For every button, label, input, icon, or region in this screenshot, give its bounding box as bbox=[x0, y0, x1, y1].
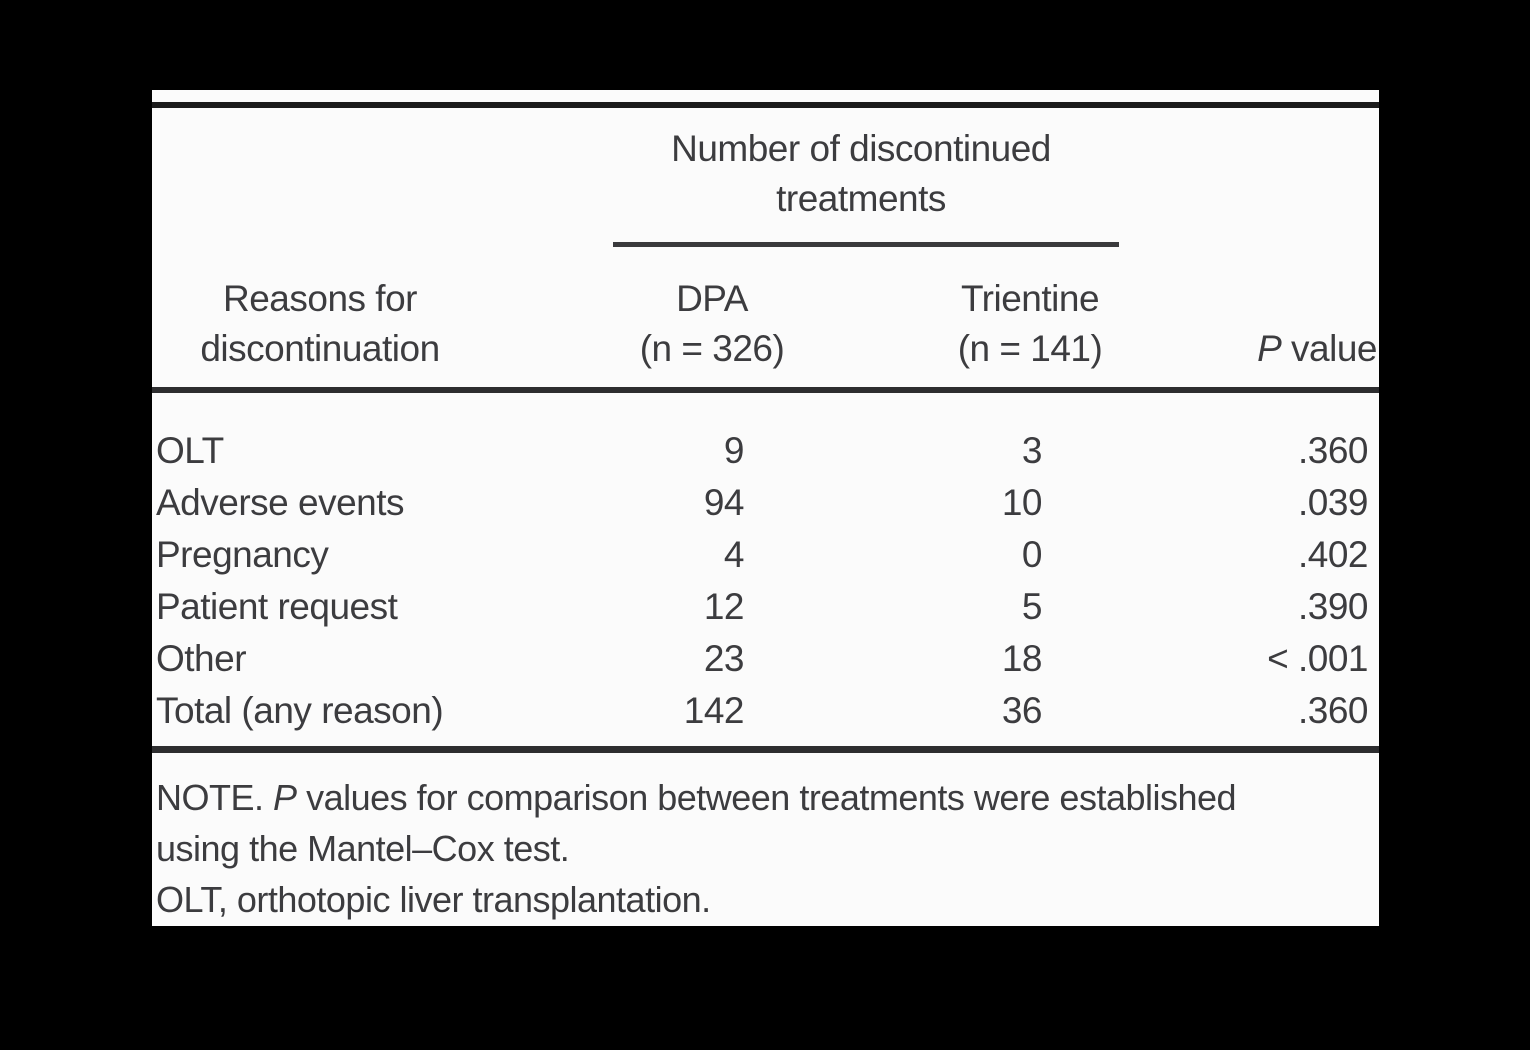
table-row: Pregnancy 4 0 .402 bbox=[152, 529, 1379, 581]
cell-trientine-value: 0 bbox=[1021, 534, 1043, 575]
table-footnotes: NOTE. P values for comparison between tr… bbox=[156, 772, 1366, 925]
cell-reason: OLT bbox=[156, 430, 224, 471]
note-prefix: NOTE. bbox=[156, 777, 264, 818]
table-row: Patient request 12 5 .390 bbox=[152, 581, 1379, 633]
cell-p-value: < .001 bbox=[1267, 638, 1368, 679]
column-header-dpa-label: DPA bbox=[676, 278, 748, 319]
cell-trientine-value: 36 bbox=[1001, 690, 1043, 731]
table-row: OLT 9 3 .360 bbox=[152, 425, 1379, 477]
column-header-trientine: Trientine (n = 141) bbox=[880, 274, 1180, 374]
cell-reason: Total (any reason) bbox=[156, 690, 444, 731]
header-separator-rule bbox=[152, 387, 1379, 393]
cell-p-value: .360 bbox=[1297, 430, 1369, 471]
cell-reason: Patient request bbox=[156, 586, 398, 627]
footnote-note-line1: NOTE. P values for comparison between tr… bbox=[156, 772, 1366, 823]
cell-p-value: .360 bbox=[1297, 690, 1369, 731]
column-header-reasons: Reasons for discontinuation bbox=[200, 278, 440, 369]
cell-dpa-value: 94 bbox=[703, 482, 745, 523]
cell-p-value: .402 bbox=[1297, 534, 1369, 575]
table-row: Other 23 18 < .001 bbox=[152, 633, 1379, 685]
column-header-pvalue: P value bbox=[1067, 324, 1377, 374]
cell-reason: Adverse events bbox=[156, 482, 405, 523]
note-text: values for comparison between treatments… bbox=[306, 777, 1237, 818]
note-italic-p: P bbox=[273, 777, 297, 818]
cell-p-value: .390 bbox=[1297, 586, 1369, 627]
cell-trientine-value: 5 bbox=[1021, 586, 1043, 627]
cell-trientine-value: 10 bbox=[1001, 482, 1043, 523]
cell-dpa-value: 4 bbox=[723, 534, 745, 575]
column-header-dpa-n: (n = 326) bbox=[639, 328, 785, 369]
cell-p-value: .039 bbox=[1297, 482, 1369, 523]
column-header-dpa: DPA (n = 326) bbox=[562, 274, 862, 374]
cell-dpa-value: 9 bbox=[723, 430, 745, 471]
footer-separator-rule bbox=[152, 746, 1379, 753]
column-header-trientine-n: (n = 141) bbox=[957, 328, 1103, 369]
cell-reason: Pregnancy bbox=[156, 534, 329, 575]
table-row: Adverse events 94 10 .039 bbox=[152, 477, 1379, 529]
spanner-underline-rule bbox=[613, 242, 1119, 247]
table-panel: Number of discontinued treatments Reason… bbox=[152, 90, 1379, 926]
table-row: Total (any reason) 142 36 .360 bbox=[152, 685, 1379, 737]
column-header-trientine-label: Trientine bbox=[960, 278, 1100, 319]
cell-dpa-value: 142 bbox=[683, 690, 745, 731]
spanner-header-number-of-discontinued-treatments: Number of discontinued treatments bbox=[671, 128, 1051, 219]
pvalue-italic-p: P bbox=[1257, 328, 1282, 369]
table-body: OLT 9 3 .360 Adverse events 94 10 .039 P… bbox=[152, 425, 1379, 737]
pvalue-rest: value bbox=[1291, 328, 1377, 369]
footnote-note-line2: using the Mantel–Cox test. bbox=[156, 828, 570, 869]
cell-dpa-value: 23 bbox=[703, 638, 745, 679]
cell-reason: Other bbox=[156, 638, 247, 679]
cell-trientine-value: 3 bbox=[1021, 430, 1043, 471]
table-top-rule bbox=[152, 102, 1379, 108]
cell-dpa-value: 12 bbox=[703, 586, 745, 627]
cell-trientine-value: 18 bbox=[1001, 638, 1043, 679]
footnote-abbreviation: OLT, orthotopic liver transplantation. bbox=[156, 879, 711, 920]
